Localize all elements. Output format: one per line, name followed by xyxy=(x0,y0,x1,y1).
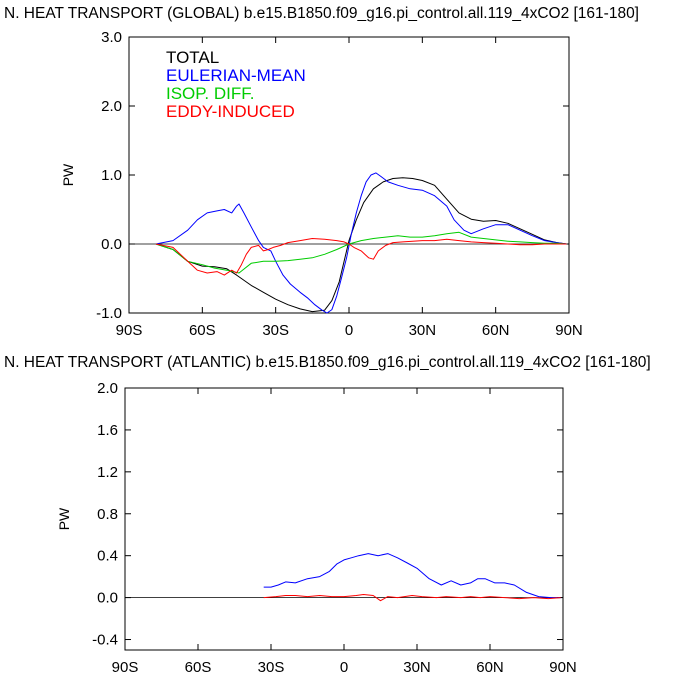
legend-entry: EULERIAN-MEAN xyxy=(166,66,306,85)
series-line-eulerian-mean xyxy=(155,172,567,314)
y-axis-label: PW xyxy=(60,163,76,186)
series-line-eddy-induced xyxy=(155,238,567,276)
x-tick-label: 60N xyxy=(482,322,510,339)
x-tick-label: 60S xyxy=(185,659,212,676)
y-tick-label: 2.0 xyxy=(97,380,118,397)
x-tick-label: 30N xyxy=(403,659,431,676)
x-tick-label: 60S xyxy=(189,322,216,339)
chart-panel-0: N. HEAT TRANSPORT (GLOBAL) b.e15.B1850.f… xyxy=(4,5,639,339)
x-tick-label: 30S xyxy=(258,659,285,676)
series-line-isop-diff xyxy=(155,231,567,274)
series-line-1 xyxy=(263,594,561,602)
chart-panel-1: N. HEAT TRANSPORT (ATLANTIC) b.e15.B1850… xyxy=(4,354,651,676)
y-tick-label: 0.8 xyxy=(97,506,118,523)
y-tick-label: 3.0 xyxy=(101,29,122,46)
legend-entry: ISOP. DIFF. xyxy=(166,84,255,103)
x-tick-label: 0 xyxy=(340,659,348,676)
y-axis-label: PW xyxy=(56,507,72,530)
legend-entry: EDDY-INDUCED xyxy=(166,102,295,121)
y-tick-label: 0.0 xyxy=(97,590,118,607)
y-tick-label: 2.0 xyxy=(101,98,122,115)
y-tick-label: 1.0 xyxy=(101,167,122,184)
series-line-total xyxy=(155,177,567,313)
legend-entry: TOTAL xyxy=(166,48,219,67)
x-tick-label: 90N xyxy=(555,322,583,339)
x-tick-label: 0 xyxy=(345,322,353,339)
y-tick-label: 1.2 xyxy=(97,464,118,481)
x-tick-label: 60N xyxy=(476,659,504,676)
y-tick-label: -0.4 xyxy=(92,632,118,649)
y-tick-label: -1.0 xyxy=(96,305,122,322)
x-tick-label: 30S xyxy=(262,322,289,339)
x-tick-label: 90S xyxy=(116,322,143,339)
y-tick-label: 0.4 xyxy=(97,548,118,565)
chart-title: N. HEAT TRANSPORT (GLOBAL) b.e15.B1850.f… xyxy=(4,5,639,22)
chart-title: N. HEAT TRANSPORT (ATLANTIC) b.e15.B1850… xyxy=(4,354,651,371)
x-tick-label: 90S xyxy=(112,659,139,676)
y-tick-label: 0.0 xyxy=(101,236,122,253)
y-tick-label: 1.6 xyxy=(97,422,118,439)
plot-frame xyxy=(124,387,564,651)
x-tick-label: 90N xyxy=(549,659,577,676)
x-tick-label: 30N xyxy=(409,322,437,339)
series-line-0 xyxy=(263,553,561,599)
